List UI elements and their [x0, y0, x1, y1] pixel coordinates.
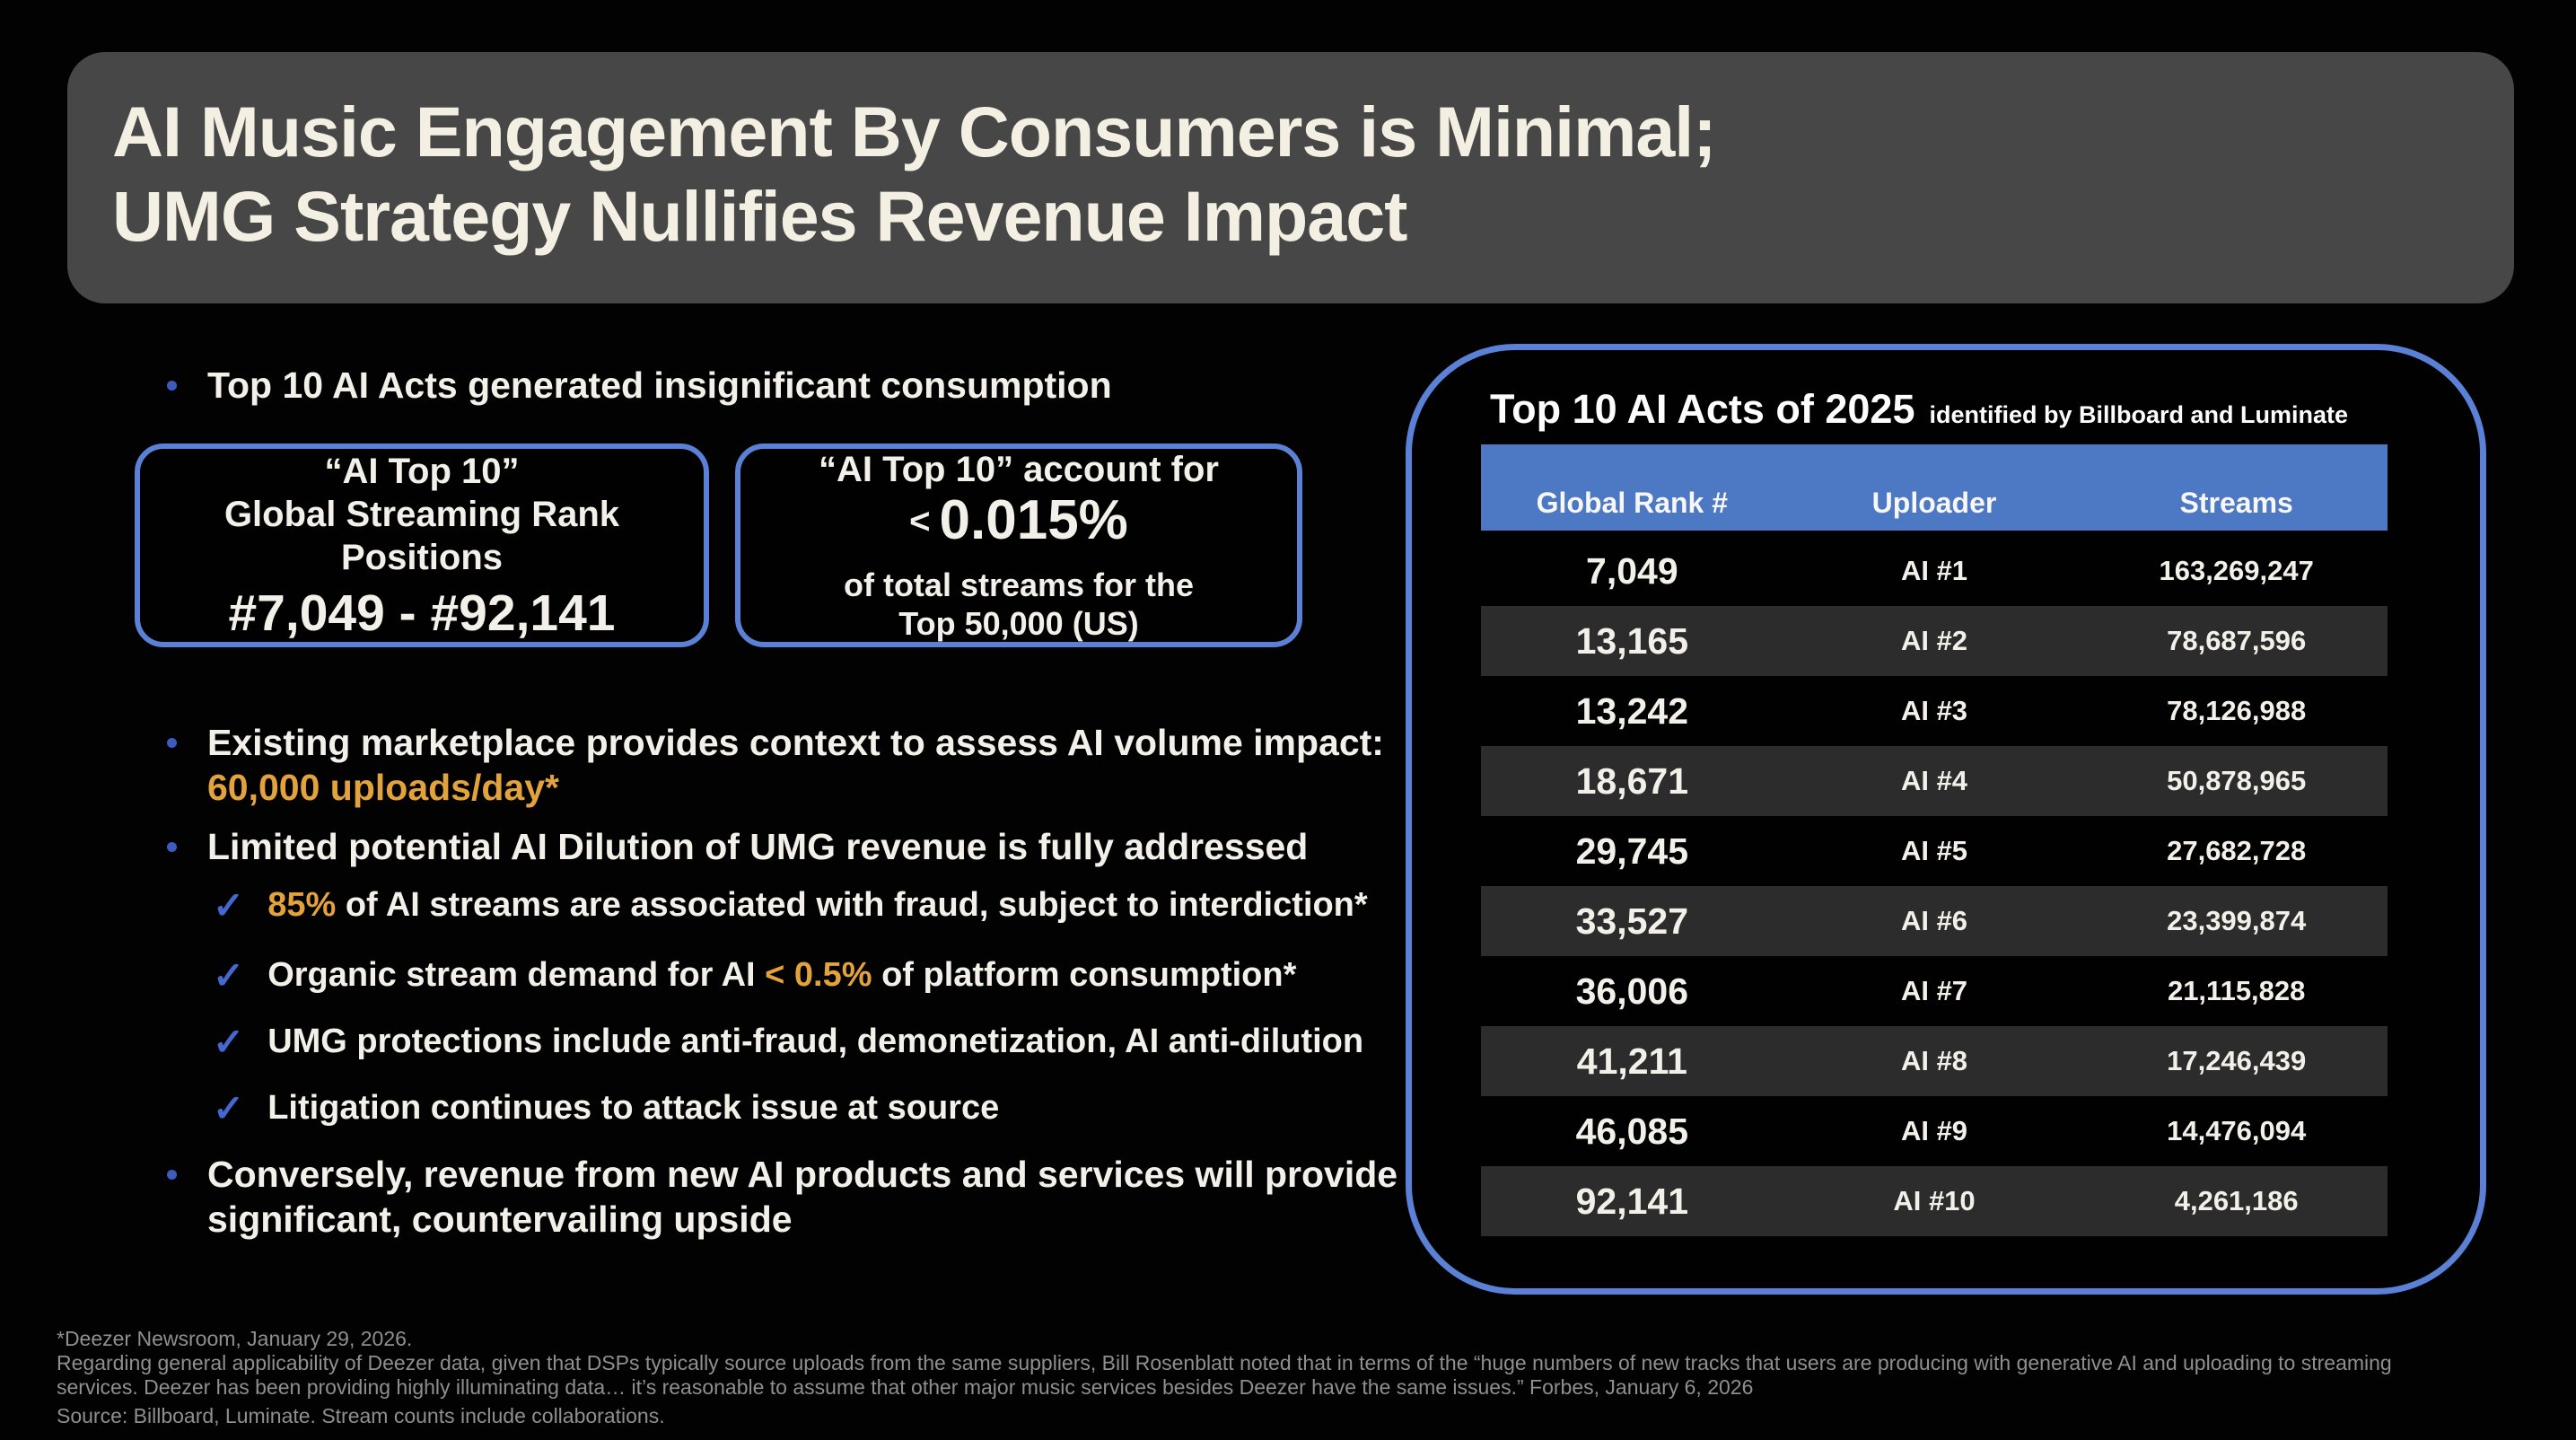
cell-streams: 23,399,874	[2167, 905, 2307, 936]
footnote-deezer: *Deezer Newsroom, January 29, 2026.	[57, 1327, 413, 1350]
cell-streams: 50,878,965	[2167, 765, 2307, 796]
bullet-text-main: Existing marketplace provides context to…	[207, 722, 1384, 763]
uploads-per-day-highlight: 60,000 uploads/day*	[207, 767, 559, 808]
table-header-row: Global Rank # Uploader Streams	[1481, 444, 2388, 531]
stat-box-2-line-1: “AI Top 10” account for	[819, 450, 1219, 489]
stat-box-stream-share: “AI Top 10” account for <0.015% of total…	[735, 443, 1302, 647]
cell-rank: 29,745	[1575, 830, 1689, 872]
check-item-litigation: ✓ Litigation continues to attack issue a…	[213, 1087, 999, 1129]
bullet-top10-acts: Top 10 AI Acts generated insignificant c…	[167, 363, 1112, 408]
table-row: 46,085 AI #9 14,476,094	[1481, 1096, 2388, 1166]
cell-rank: 18,671	[1575, 760, 1689, 802]
checkmark-icon: ✓	[213, 954, 245, 997]
cell-rank: 13,165	[1575, 619, 1689, 662]
column-header-global-rank: Global Rank #	[1536, 487, 1729, 519]
check-text: UMG protections include anti-fraud, demo…	[267, 1023, 1364, 1060]
cell-uploader: AI #3	[1900, 695, 1968, 726]
cell-rank: 13,242	[1575, 689, 1689, 732]
bullet-dot-icon	[167, 1170, 177, 1180]
cell-uploader: AI #8	[1900, 1045, 1968, 1076]
bullet-dot-icon	[167, 738, 177, 748]
footnote-rosenblatt-1: Regarding general applicability of Deeze…	[57, 1351, 2392, 1374]
cell-uploader: AI #9	[1900, 1115, 1968, 1146]
checkmark-icon: ✓	[213, 884, 245, 926]
bullet-marketplace-context: Existing marketplace provides context to…	[167, 720, 1384, 810]
cell-rank: 7,049	[1586, 549, 1678, 592]
cell-rank: 33,527	[1575, 900, 1689, 942]
table-row: 33,527 AI #6 23,399,874	[1481, 886, 2388, 956]
stat-box-2-line-4: Top 50,000 (US)	[898, 605, 1139, 642]
cell-streams: 17,246,439	[2167, 1045, 2307, 1076]
cell-streams: 78,687,596	[2167, 625, 2307, 656]
cell-streams: 4,261,186	[2174, 1185, 2299, 1216]
check-item-protections: ✓ UMG protections include anti-fraud, de…	[213, 1021, 1363, 1063]
stat-box-1-value: #7,049 - #92,141	[228, 584, 616, 642]
slide-title-line-1: AI Music Engagement By Consumers is Mini…	[112, 92, 1717, 171]
column-header-uploader: Uploader	[1871, 487, 1997, 519]
cell-uploader: AI #10	[1893, 1185, 1976, 1216]
table-row: 36,006 AI #7 21,115,828	[1481, 956, 2388, 1026]
cell-uploader: AI #5	[1900, 835, 1968, 866]
check-text: 85% of AI streams are associated with fr…	[267, 886, 1368, 924]
slide-title-line-2: UMG Strategy Nullifies Revenue Impact	[112, 176, 1407, 256]
table-title-main: Top 10 AI Acts of 2025	[1490, 386, 1915, 432]
cell-streams: 14,476,094	[2167, 1115, 2307, 1146]
cell-uploader: AI #2	[1900, 625, 1968, 656]
bullet-text: Limited potential AI Dilution of UMG rev…	[207, 826, 1309, 867]
stat-box-2-value-row: <0.015%	[909, 493, 1128, 563]
checkmark-icon: ✓	[213, 1021, 245, 1063]
table-row: 7,049 AI #1 163,269,247	[1481, 536, 2388, 606]
stat-box-2-line-3: of total streams for the	[843, 566, 1195, 603]
stat-box-rank-positions: “AI Top 10” Global Streaming Rank Positi…	[135, 443, 709, 647]
less-than-symbol: <	[909, 502, 931, 541]
bullet-ai-upside: Conversely, revenue from new AI products…	[167, 1152, 1398, 1242]
table-title-sub: identified by Billboard and Luminate	[1929, 401, 2348, 428]
footnote-source: Source: Billboard, Luminate. Stream coun…	[57, 1404, 665, 1427]
bullet-dot-icon	[167, 842, 177, 852]
check-text: Litigation continues to attack issue at …	[267, 1089, 1000, 1127]
bullet-text: Top 10 AI Acts generated insignificant c…	[207, 364, 1112, 406]
slide-title: AI Music Engagement By Consumers is Mini…	[112, 90, 1717, 259]
cell-rank: 36,006	[1575, 970, 1689, 1012]
table-row: 13,165 AI #2 78,687,596	[1481, 606, 2388, 676]
footnotes: *Deezer Newsroom, January 29, 2026. Rega…	[57, 1327, 2392, 1428]
cell-uploader: AI #4	[1900, 765, 1968, 796]
stat-box-1-line-1: “AI Top 10”	[324, 451, 520, 491]
column-header-streams: Streams	[2179, 487, 2293, 519]
bullet-dilution-addressed: Limited potential AI Dilution of UMG rev…	[167, 824, 1308, 869]
table-row: 92,141 AI #10 4,261,186	[1481, 1166, 2388, 1236]
stat-box-2-value: 0.015%	[939, 489, 1128, 551]
check-text: Organic stream demand for AI < 0.5% of p…	[267, 956, 1297, 994]
bullet-dot-icon	[167, 381, 177, 391]
check-item-fraud: ✓ 85% of AI streams are associated with …	[213, 884, 1368, 926]
cell-streams: 21,115,828	[2167, 975, 2306, 1006]
stat-box-1-line-2: Global Streaming Rank Positions	[223, 494, 620, 577]
table-title: Top 10 AI Acts of 2025 identified by Bill…	[1490, 386, 2348, 433]
organic-pct-highlight: < 0.5%	[765, 956, 872, 994]
title-bar: AI Music Engagement By Consumers is Mini…	[67, 52, 2514, 303]
table-row: 13,242 AI #3 78,126,988	[1481, 676, 2388, 746]
top10-table-panel: Top 10 AI Acts of 2025 identified by Bill…	[1406, 344, 2486, 1295]
footnote-rosenblatt-2: services. Deezer has been providing high…	[57, 1375, 1754, 1399]
cell-rank: 41,211	[1576, 1040, 1687, 1082]
cell-streams: 27,682,728	[2167, 835, 2307, 866]
cell-uploader: AI #6	[1900, 905, 1968, 936]
table-row: 18,671 AI #4 50,878,965	[1481, 746, 2388, 816]
cell-rank: 46,085	[1575, 1110, 1689, 1152]
checkmark-icon: ✓	[213, 1087, 245, 1129]
bullet-text: Existing marketplace provides context to…	[207, 720, 1384, 810]
cell-uploader: AI #1	[1900, 555, 1968, 586]
cell-streams: 78,126,988	[2167, 695, 2307, 726]
table-row: 29,745 AI #5 27,682,728	[1481, 816, 2388, 886]
cell-rank: 92,141	[1575, 1180, 1689, 1222]
bullet-text: Conversely, revenue from new AI products…	[207, 1154, 1398, 1240]
cell-streams: 163,269,247	[2159, 555, 2314, 586]
table-row: 41,211 AI #8 17,246,439	[1481, 1026, 2388, 1096]
cell-uploader: AI #7	[1900, 975, 1968, 1006]
fraud-pct-highlight: 85%	[267, 886, 337, 924]
check-item-organic-demand: ✓ Organic stream demand for AI < 0.5% of…	[213, 954, 1296, 997]
table-body: 7,049 AI #1 163,269,247 13,165 AI #2 78,…	[1481, 536, 2388, 1236]
